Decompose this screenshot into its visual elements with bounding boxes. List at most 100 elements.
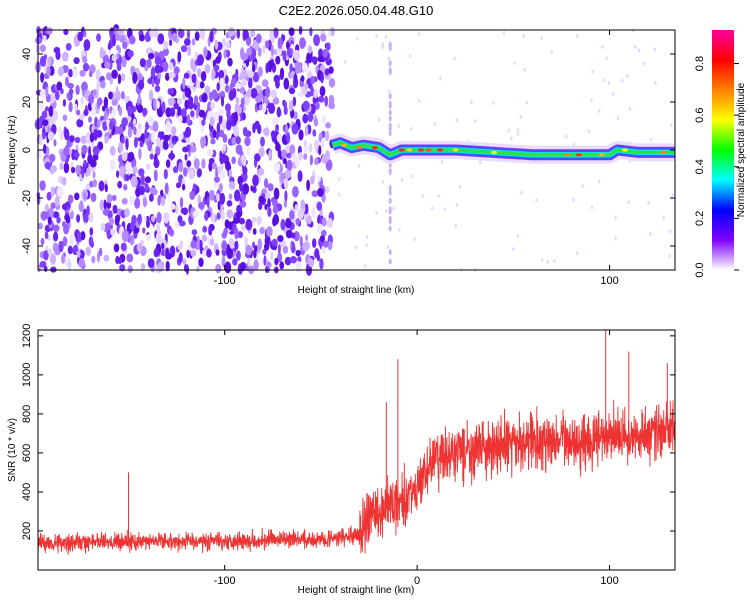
spectrogram-noise-cell [113, 27, 118, 36]
spectrogram-noise-cell [146, 220, 150, 228]
spectrogram-noise-cell [293, 73, 298, 82]
spectrogram-noise-cell [122, 41, 128, 50]
spectrogram-noise-cell [295, 249, 301, 257]
colorbar-ticks: 0.0 0.2 0.4 0.6 0.8 [694, 56, 739, 278]
spectrogram-noise-cell [286, 132, 291, 144]
spectrogram-noise-cell [135, 197, 140, 207]
spectrogram-noise-cell [87, 101, 93, 112]
spectrogram-noise-cell [99, 80, 106, 89]
spectrogram-noise-cell [216, 122, 221, 134]
spectrogram-y-tick-label: -40 [21, 238, 33, 254]
spectrogram-faint-cell [513, 61, 516, 65]
spectrogram-faint-cell [357, 163, 361, 168]
spectrogram-noise-cell [283, 177, 289, 189]
spectrogram-noise-cell [39, 180, 46, 191]
spectrogram-noise-cell [320, 71, 324, 84]
spectrogram-faint-cell [522, 34, 525, 38]
spectrogram-noise-cell [99, 49, 107, 57]
spectrogram-noise-cell [216, 193, 220, 202]
spectrogram-noise-cell [163, 40, 169, 50]
spectrogram-noise-cell [248, 77, 253, 89]
spectrogram-noise-cell [62, 114, 68, 122]
spectrogram-noise-cell [153, 169, 158, 182]
spectrogram-noise-cell [198, 109, 206, 118]
spectrogram-noise-cell [291, 242, 296, 254]
spectrogram-noise-cell [168, 71, 176, 79]
spectrogram-noise-cell [190, 249, 197, 257]
spectrogram-noise-cell [274, 257, 279, 266]
spectrogram-noise-cell [228, 193, 233, 200]
spectrogram-noise-cell [126, 253, 134, 263]
spectrogram-noise-cell [267, 207, 272, 218]
spectrogram-noise-cell [226, 200, 233, 207]
spectrogram-noise-cell [224, 219, 230, 229]
spectrogram-noise-cell [180, 207, 185, 214]
spectrogram-faint-cell [523, 67, 526, 72]
spectrogram-noise-cell [206, 149, 214, 157]
spectrogram-noise-cell [324, 95, 329, 107]
spectrogram-noise-cell [138, 33, 145, 42]
spectrogram-x-tick-label: 100 [600, 275, 618, 287]
spectrogram-noise-cell [310, 85, 314, 97]
signal-hotspot [622, 148, 628, 152]
spectrogram-noise-cell [208, 224, 213, 237]
spectrogram-noise-cell [221, 255, 226, 268]
spectrogram-noise-cell [177, 106, 182, 118]
spectrogram-noise-cell [169, 228, 175, 237]
snr-panel: -100 0 100 200 400 600 800 1000 1200 Height of s… [7, 324, 676, 596]
spectrogram-noise-cell [305, 234, 309, 242]
spectrogram-faint-cell [598, 108, 601, 113]
spectrogram-noise-cell [63, 223, 70, 235]
snr-ticks: -100 0 100 200 400 600 800 1000 1200 [21, 324, 675, 587]
spectrogram-noise-cell [110, 228, 116, 236]
spectrogram-noise-cell [127, 105, 133, 117]
spectrogram-noise-cell [257, 238, 262, 251]
spectrogram-noise-cell [264, 203, 268, 211]
spectrogram-noise-cell [320, 33, 327, 42]
spectrogram-noise-cell [85, 246, 91, 256]
spectrogram-noise-cell [144, 128, 148, 140]
spectrogram-noise-cell [111, 108, 116, 118]
spectrogram-noise-cell [42, 35, 47, 42]
spectrogram-noise-cell [132, 71, 138, 84]
spectrogram-noise-cell [232, 258, 238, 266]
spectrogram-noise-cell [102, 54, 109, 64]
spectrogram-noise-cell [224, 261, 232, 274]
spectrogram-faint-cell [654, 81, 657, 85]
colorbar: 0.0 0.2 0.4 0.6 0.8 Normalized spectral ampl… [694, 30, 747, 278]
spectrogram-noise-cell [220, 95, 225, 107]
spectrogram-noise-cell [246, 88, 252, 98]
spectrogram-y-tick-label: 20 [21, 96, 33, 108]
spectrogram-faint-cell [384, 35, 388, 39]
spectrogram-noise-cell [225, 84, 230, 93]
spectrogram-noise-cell [309, 154, 313, 166]
spectrogram-noise-cell [218, 183, 223, 193]
spectrogram-faint-cell [634, 44, 637, 49]
spectrogram-noise-cell [206, 249, 212, 258]
spectrogram-noise-cell [295, 261, 302, 273]
spectrogram-noise-cell [268, 150, 272, 160]
spectrogram-noise-cell [43, 265, 48, 272]
spectrogram-noise-cell [118, 257, 122, 265]
spectrogram-noise-cell [203, 46, 208, 58]
spectrogram-noise-cell [228, 169, 233, 177]
spectrogram-noise-cell [297, 91, 303, 98]
spectrogram-y-tick-label: -20 [21, 190, 33, 206]
spectrogram-faint-cell [576, 251, 579, 256]
spectrogram-noise-cell [310, 75, 315, 85]
spectrogram-ticks: -100 100 -40 -20 0 20 40 [21, 30, 675, 287]
spectrogram-noise-cell [149, 89, 154, 102]
spectrogram-noise-cell [177, 243, 183, 251]
spectrogram-faint-cell [381, 41, 384, 46]
spectrogram-noise-cell [178, 161, 184, 173]
spectrogram-noise-cell [210, 102, 215, 110]
spectrogram-noise-cell [82, 213, 89, 224]
spectrogram-noise-cell [321, 114, 326, 124]
spectrogram-noise-cell [239, 181, 243, 192]
spectrogram-noise-cell [104, 61, 111, 69]
spectrogram-noise-cell [314, 139, 320, 151]
spectrogram-noise-cell [105, 222, 111, 232]
spectrogram-noise-cell [238, 217, 245, 225]
spectrogram-noise-cell [227, 57, 233, 67]
